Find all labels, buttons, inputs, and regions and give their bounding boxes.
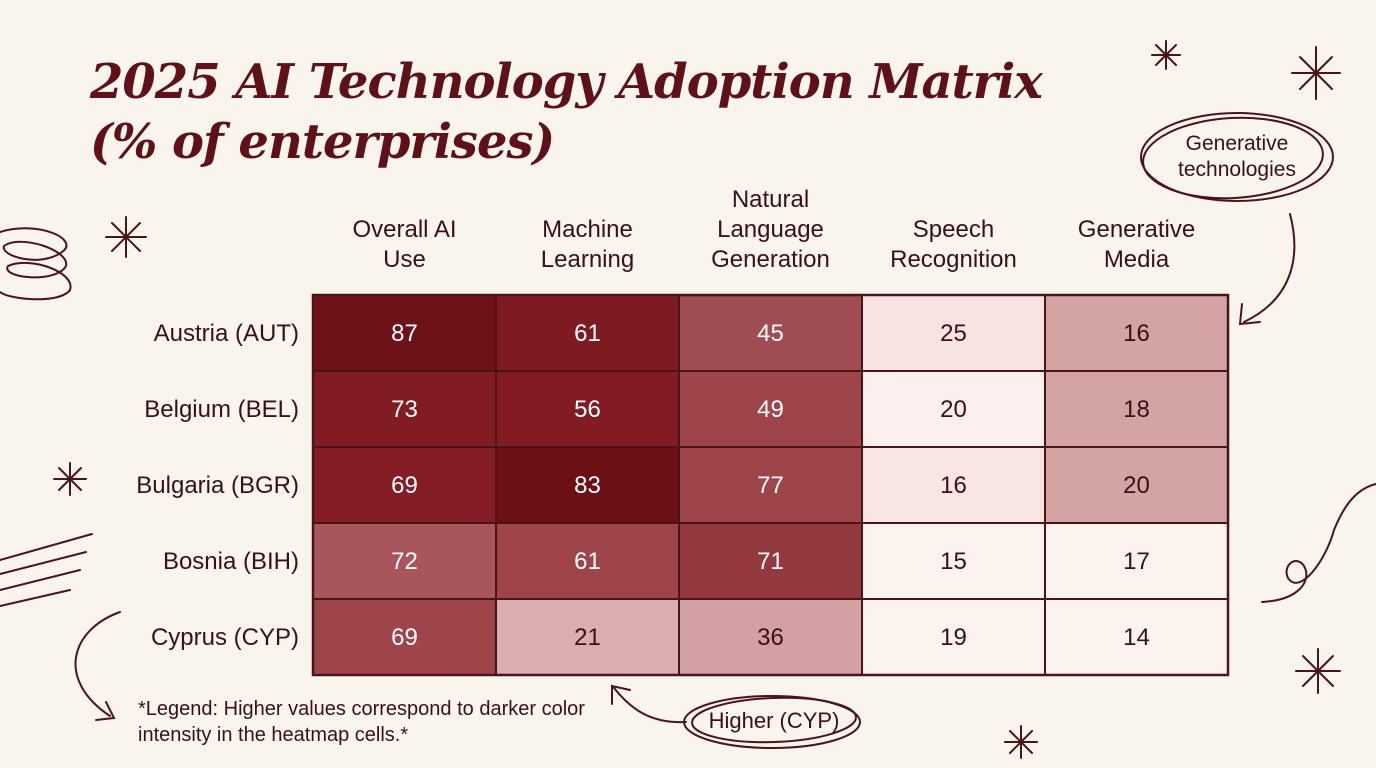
row-label: Belgium (BEL) [144,396,299,423]
column-header: Natural Language Generation [711,186,830,273]
row-label: Bosnia (BIH) [163,548,299,575]
heatmap-cell [495,522,680,600]
cell-value-label: 87 [391,320,418,347]
heatmap-cell [495,370,680,448]
column-header-line: Speech [913,216,994,243]
generative-callout-line-1: Generative [1185,132,1289,155]
column-header-line: Media [1104,246,1170,273]
cell-value-label: 15 [940,548,967,575]
heatmap-cell [1044,294,1229,372]
cell-value-label: 69 [391,472,418,499]
cell-value-label: 36 [757,624,784,651]
cell-value-label: 73 [391,396,418,423]
column-header: Overall AI Use [352,216,456,273]
heatmap-cell [861,446,1046,524]
heatmap-cell [678,370,863,448]
cell-value-label: 17 [1123,548,1150,575]
row-label: Cyprus (CYP) [151,624,299,651]
cell-value-label: 56 [574,396,601,423]
cell-value-label: 72 [391,548,418,575]
generative-callout: Generative technologies [1162,131,1312,183]
cell-value-label: 20 [940,396,967,423]
cell-value-label: 49 [757,396,784,423]
cell-value-label: 25 [940,320,967,347]
heatmap-cell [678,522,863,600]
heatmap-cell [312,370,497,448]
generative-callout-line-2: technologies [1178,158,1296,181]
column-header: Machine Learning [541,216,634,273]
legend-note: *Legend: Higher values correspond to dar… [138,698,585,746]
column-header-line: Language [717,216,824,243]
column-header-line: Machine [542,216,633,243]
cell-value-label: 19 [940,624,967,651]
cell-value-label: 16 [940,472,967,499]
heatmap-frame [311,293,1230,677]
column-header-line: Natural [732,186,809,213]
column-header-line: Generation [711,246,830,273]
cell-value-label: 71 [757,548,784,575]
heatmap-cell [1044,370,1229,448]
heatmap-cell [495,446,680,524]
cell-value-label: 20 [1123,472,1150,499]
cell-value-label: 21 [574,624,601,651]
heatmap-cell [312,598,497,676]
column-header: Generative Media [1078,216,1195,273]
cell-value-label: 69 [391,624,418,651]
column-header-line: Use [383,246,426,273]
cyp-callout: Higher (CYP) [708,708,840,733]
cell-value-label: 14 [1123,624,1150,651]
chart-title-line-2: (% of enterprises) [90,114,555,170]
cell-value-label: 45 [757,320,784,347]
cell-value-label: 18 [1123,396,1150,423]
heatmap-cell [678,598,863,676]
heatmap-cell [312,446,497,524]
cell-value-label: 83 [574,472,601,499]
column-header-line: Learning [541,246,634,273]
cell-value-label: 61 [574,548,601,575]
cell-value-label: 77 [757,472,784,499]
chart-title: 2025 AI Technology Adoption Matrix (% of… [90,52,1140,172]
column-header: Speech Recognition [890,216,1017,273]
heatmap-cell [861,598,1046,676]
row-label: Bulgaria (BGR) [136,472,299,499]
row-label: Austria (AUT) [154,320,299,347]
cell-value-label: 16 [1123,320,1150,347]
chart-title-line-1: 2025 AI Technology Adoption Matrix [90,54,1043,110]
cell-value-label: 61 [574,320,601,347]
heatmap-cell [678,446,863,524]
column-header-line: Overall AI [352,216,456,243]
column-header-line: Generative [1078,216,1195,243]
column-header-line: Recognition [890,246,1017,273]
